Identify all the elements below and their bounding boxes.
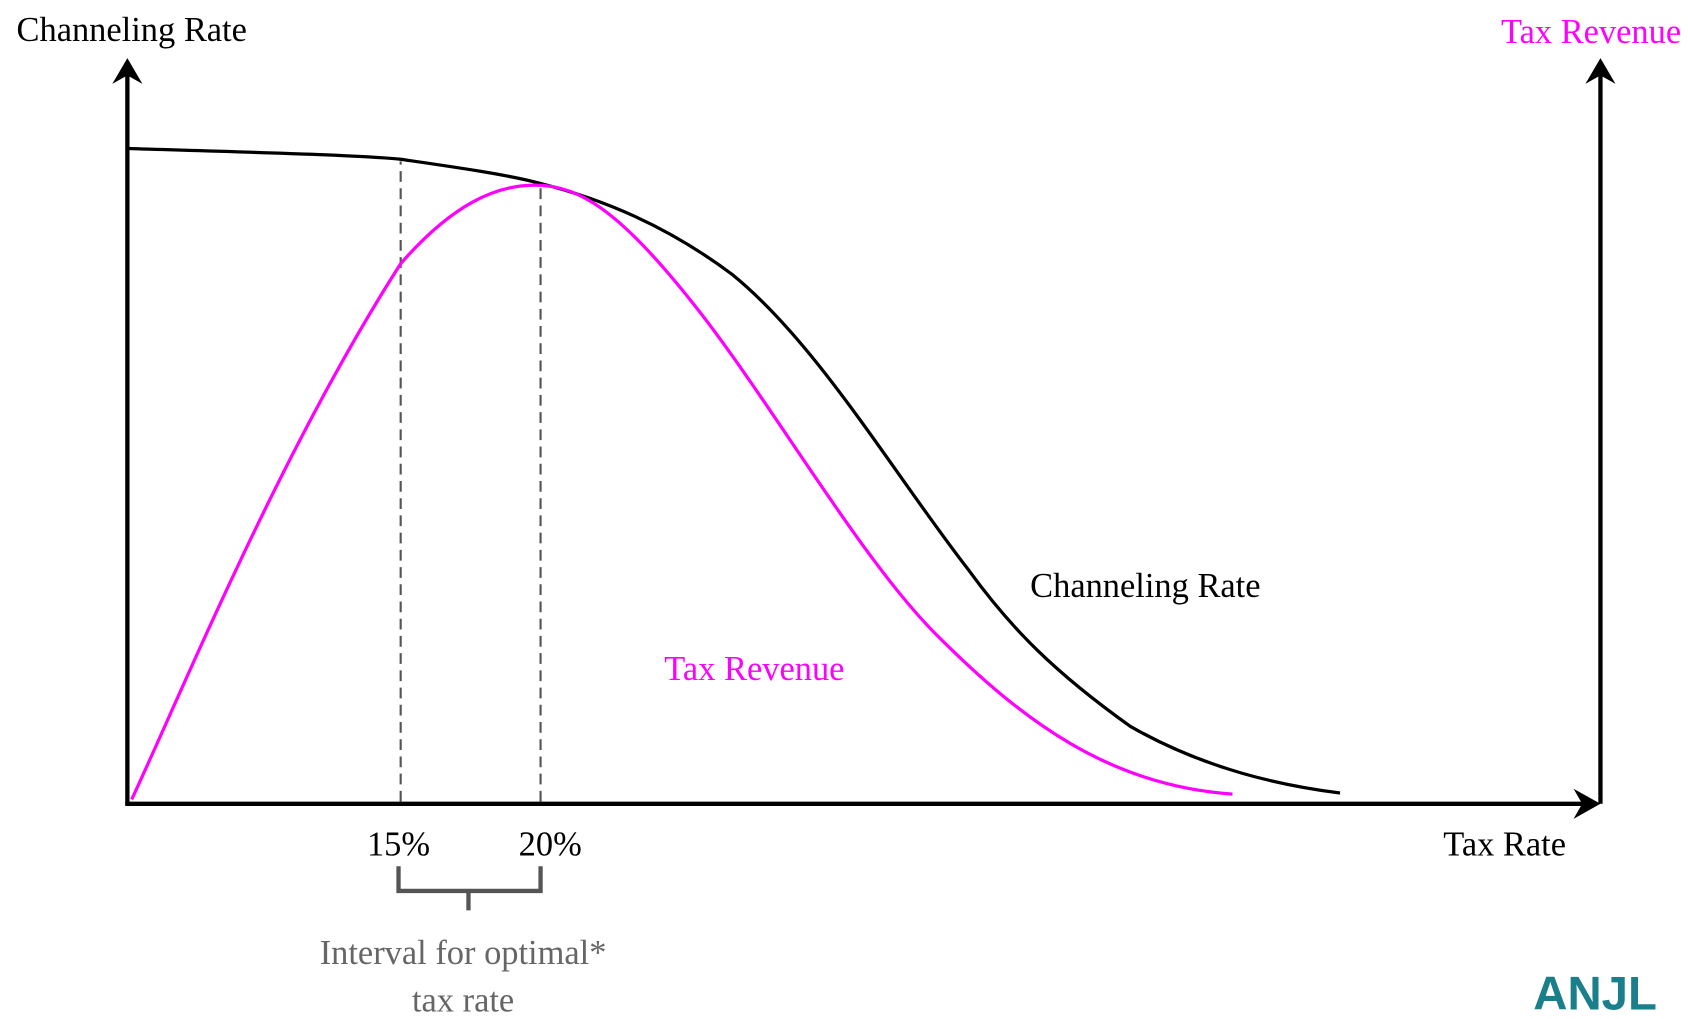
tick-label: 20% — [519, 825, 582, 863]
channeling-curve — [127, 146, 1341, 795]
tick-label: 15% — [367, 825, 430, 863]
guides — [399, 161, 542, 802]
y-arrow — [112, 58, 143, 84]
curve-label: Channeling Rate — [1030, 567, 1260, 605]
interval-bracket — [396, 866, 543, 911]
y2-axis-label: Tax Revenue — [1501, 13, 1681, 51]
y-axis-label: Channeling Rate — [17, 11, 247, 49]
curve-label: Tax Revenue — [664, 650, 844, 688]
axes — [112, 58, 1616, 819]
y2-arrow — [1585, 58, 1616, 84]
annotation: tax rate — [412, 981, 514, 1019]
x-arrow — [1573, 788, 1601, 819]
x-axis-label: Tax Rate — [1443, 825, 1566, 863]
revenue-curve — [130, 183, 1233, 801]
annotation: Interval for optimal* — [320, 934, 607, 972]
logo: ANJL — [1533, 967, 1657, 1019]
